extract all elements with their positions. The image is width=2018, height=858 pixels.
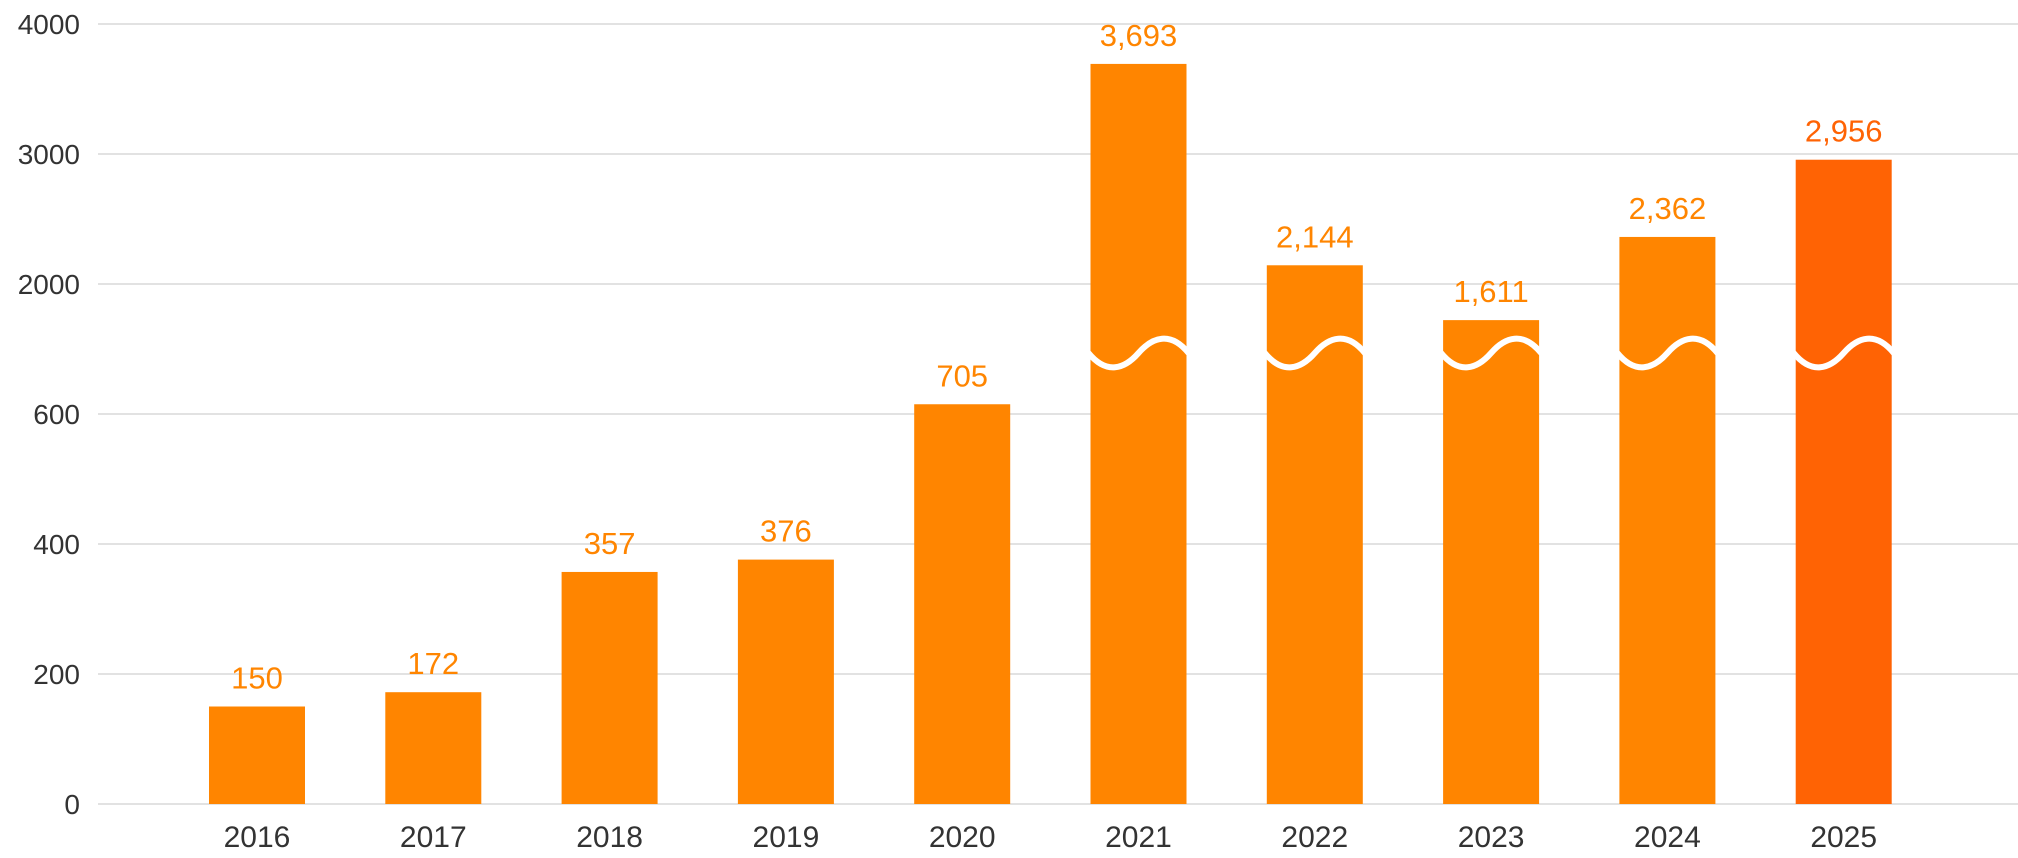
- data-label-2023: 1,611: [1453, 274, 1528, 309]
- data-labels: 150 172 357 376 705 3,693 2,144 1,611 2,362 2,956: [231, 18, 1882, 696]
- y-axis-tick-labels: 0 200 400 600 2000 3000 4000: [18, 9, 80, 820]
- data-label-2019: 376: [760, 514, 812, 549]
- data-label-2025: 2,956: [1805, 114, 1883, 149]
- bars: [209, 63, 1892, 805]
- bar-2024: [1619, 236, 1716, 804]
- y-tick-label: 600: [33, 399, 80, 430]
- bar-2020: [914, 404, 1011, 804]
- bar-2016: [209, 706, 305, 804]
- y-tick-label: 400: [33, 529, 80, 560]
- axis-break-wave: [1790, 335, 1897, 371]
- bar-2018: [561, 571, 658, 804]
- y-tick-label: 4000: [18, 9, 80, 40]
- x-tick-label-2019: 2019: [753, 821, 820, 854]
- x-tick-label-2023: 2023: [1458, 821, 1525, 854]
- y-tick-label: 3000: [18, 139, 80, 170]
- y-tick-label: 200: [33, 659, 80, 690]
- x-tick-label-2022: 2022: [1281, 821, 1348, 854]
- y-tick-label: 0: [64, 789, 80, 820]
- data-label-2017: 172: [407, 646, 459, 681]
- x-tick-label-2018: 2018: [576, 821, 643, 854]
- x-tick-label-2020: 2020: [929, 821, 996, 854]
- x-tick-label-2016: 2016: [224, 821, 291, 854]
- axis-break-wave: [1085, 335, 1192, 371]
- data-label-2022: 2,144: [1276, 219, 1354, 254]
- bar-2025: [1795, 159, 1892, 805]
- axis-break-wave: [1614, 335, 1721, 371]
- x-axis-tick-labels: 2016 2017 2018 2019 2020 2021 2022 2023 2024 2025: [224, 821, 1877, 854]
- axis-break-wave: [1438, 335, 1545, 371]
- data-label-2016: 150: [231, 661, 283, 696]
- bar-2021: [1090, 63, 1187, 805]
- gridlines: [98, 23, 2018, 805]
- data-label-2021: 3,693: [1100, 18, 1178, 53]
- bar-2022: [1266, 265, 1363, 804]
- x-tick-label-2017: 2017: [400, 821, 467, 854]
- y-tick-label: 2000: [18, 269, 80, 300]
- data-label-2024: 2,362: [1629, 191, 1707, 226]
- axis-break-waves: [1085, 335, 1897, 371]
- x-tick-label-2021: 2021: [1105, 821, 1172, 854]
- bar-2017: [385, 692, 482, 804]
- data-label-2018: 357: [584, 526, 636, 561]
- data-label-2020: 705: [936, 358, 988, 393]
- x-tick-label-2025: 2025: [1810, 821, 1877, 854]
- bar-2023: [1443, 320, 1540, 804]
- axis-break-wave: [1261, 335, 1368, 371]
- bar-2019: [737, 559, 834, 804]
- x-tick-label-2024: 2024: [1634, 821, 1701, 854]
